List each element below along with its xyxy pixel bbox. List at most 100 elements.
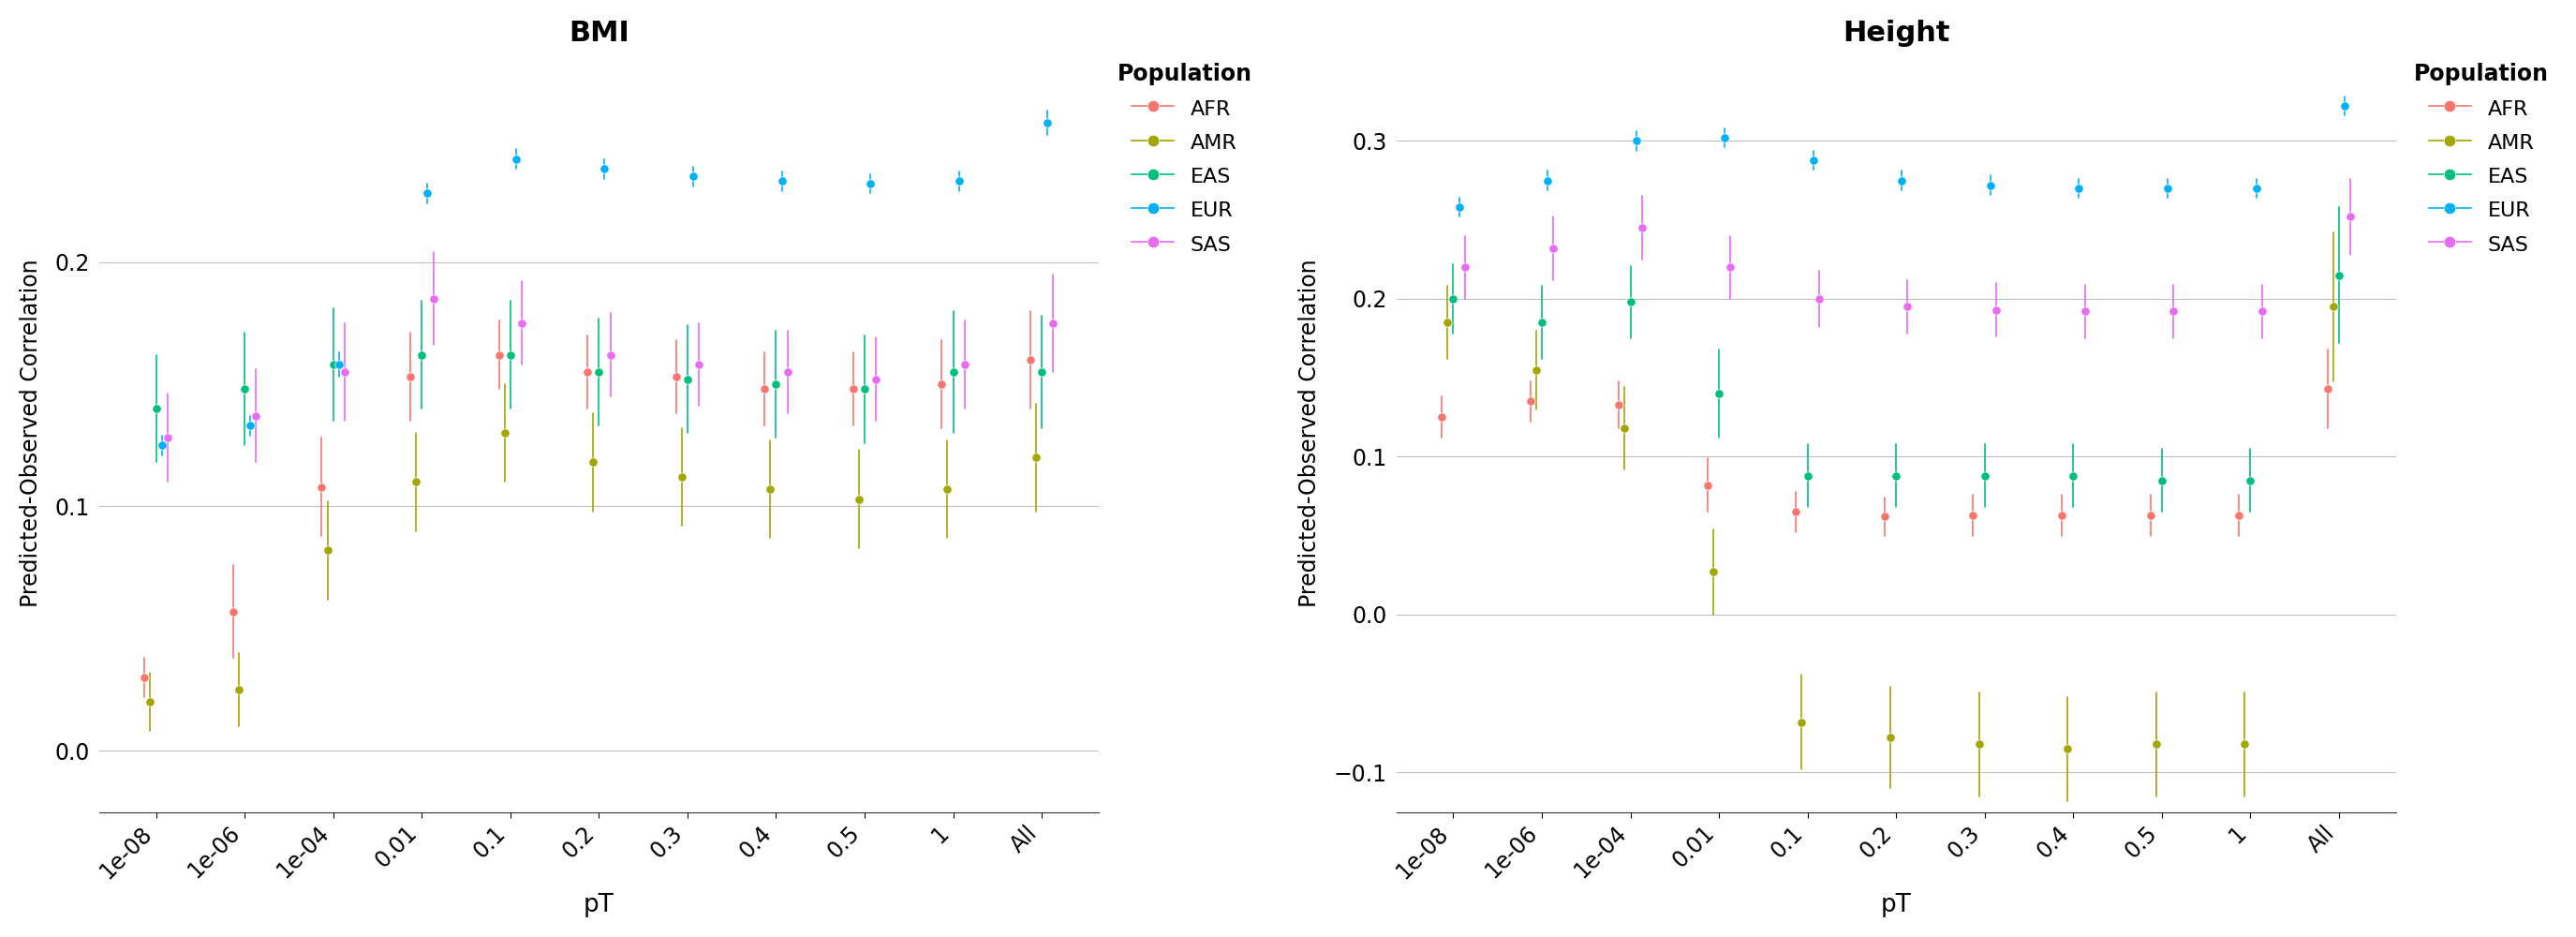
- Point: [2063, 304, 2105, 319]
- Point: [933, 364, 974, 379]
- Point: [1620, 220, 1662, 235]
- Point: [662, 469, 703, 484]
- Point: [479, 348, 520, 363]
- Point: [1605, 421, 1646, 436]
- Point: [922, 377, 963, 392]
- Point: [850, 176, 891, 191]
- Point: [2058, 181, 2099, 196]
- Point: [484, 425, 526, 440]
- Point: [1865, 509, 1906, 524]
- Legend: AFR, AMR, EAS, EUR, SAS: AFR, AMR, EAS, EUR, SAS: [2406, 54, 2558, 263]
- Y-axis label: Predicted-Observed Correlation: Predicted-Observed Correlation: [1298, 259, 1321, 607]
- Point: [407, 186, 448, 201]
- Point: [667, 372, 708, 387]
- Point: [1710, 260, 1752, 275]
- Point: [677, 357, 719, 372]
- Point: [412, 291, 453, 306]
- Point: [1870, 730, 1911, 745]
- Point: [1963, 468, 2004, 483]
- Point: [654, 369, 696, 384]
- Point: [2136, 736, 2177, 751]
- Point: [325, 364, 366, 379]
- Point: [2306, 381, 2347, 396]
- Point: [224, 381, 265, 396]
- Point: [1028, 115, 1069, 130]
- Legend: AFR, AMR, EAS, EUR, SAS: AFR, AMR, EAS, EUR, SAS: [1108, 54, 1260, 263]
- Point: [2146, 181, 2187, 196]
- Title: Height: Height: [1842, 20, 1950, 47]
- Point: [2313, 299, 2354, 314]
- Point: [489, 348, 531, 363]
- Point: [1033, 316, 1074, 331]
- Point: [389, 369, 430, 384]
- Point: [1445, 260, 1486, 275]
- Point: [1427, 315, 1468, 330]
- Point: [1522, 315, 1564, 330]
- Point: [1687, 478, 1728, 493]
- Point: [2053, 468, 2094, 483]
- Point: [1788, 468, 1829, 483]
- Point: [2241, 304, 2282, 319]
- Point: [590, 348, 631, 363]
- Point: [137, 401, 178, 416]
- Point: [307, 543, 348, 558]
- Point: [1528, 173, 1569, 188]
- Point: [2231, 473, 2272, 488]
- Point: [1597, 397, 1638, 412]
- Point: [1015, 450, 1056, 465]
- Point: [1793, 153, 1834, 168]
- Point: [234, 409, 276, 424]
- Point: [2329, 209, 2370, 224]
- Point: [301, 480, 343, 495]
- Point: [1976, 303, 2017, 318]
- Point: [2130, 508, 2172, 523]
- Point: [129, 694, 170, 709]
- Point: [1533, 241, 1574, 256]
- Point: [943, 357, 984, 372]
- Point: [1692, 564, 1734, 579]
- Point: [402, 348, 443, 363]
- X-axis label: pT: pT: [1880, 893, 1911, 917]
- Point: [1515, 363, 1556, 378]
- Point: [572, 454, 613, 469]
- Point: [2236, 181, 2277, 196]
- Point: [1780, 715, 1821, 730]
- Point: [2218, 508, 2259, 523]
- Point: [832, 381, 873, 396]
- Point: [1698, 386, 1739, 401]
- Point: [1775, 504, 1816, 519]
- Point: [2048, 741, 2089, 756]
- Point: [1422, 409, 1463, 424]
- Point: [1875, 468, 1917, 483]
- Point: [1432, 291, 1473, 306]
- Point: [124, 670, 165, 685]
- Point: [142, 438, 183, 453]
- Point: [147, 430, 188, 445]
- Point: [837, 492, 878, 507]
- Point: [927, 482, 969, 497]
- Point: [1953, 508, 1994, 523]
- Point: [1971, 178, 2012, 193]
- Point: [672, 169, 714, 184]
- Title: BMI: BMI: [569, 20, 629, 47]
- Point: [585, 161, 626, 176]
- Point: [2040, 508, 2081, 523]
- Point: [567, 364, 608, 379]
- Y-axis label: Predicted-Observed Correlation: Predicted-Observed Correlation: [21, 259, 41, 607]
- Point: [319, 357, 361, 372]
- Point: [755, 377, 796, 392]
- Point: [1615, 133, 1656, 148]
- Point: [768, 364, 809, 379]
- Point: [845, 381, 886, 396]
- Point: [1705, 130, 1747, 145]
- Point: [394, 474, 435, 489]
- X-axis label: pT: pT: [585, 893, 613, 917]
- Point: [312, 357, 353, 372]
- Point: [1510, 394, 1551, 409]
- Point: [502, 316, 544, 331]
- Point: [938, 173, 979, 188]
- Point: [760, 173, 801, 188]
- Point: [2154, 304, 2195, 319]
- Point: [1437, 200, 1479, 215]
- Point: [1020, 364, 1061, 379]
